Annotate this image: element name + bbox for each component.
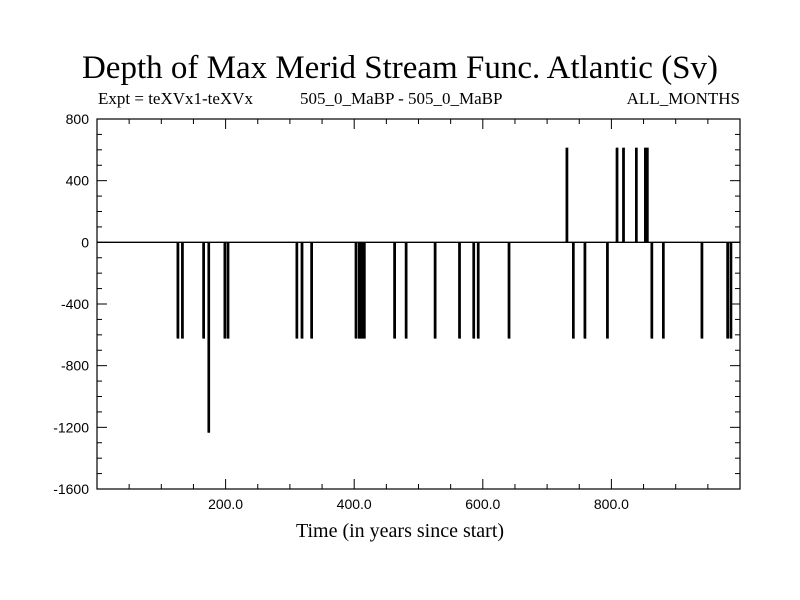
plot-frame: [96, 118, 741, 490]
axis-layer: 800 400 0 -400 -800 -1200 -1600 200.0 400.0 600.0…: [53, 111, 741, 512]
chart-subtitle-range: 505_0_MaBP - 505_0_MaBP: [300, 89, 503, 108]
y-tick-label: 0: [81, 234, 89, 250]
x-tick-label: 400.0: [337, 496, 372, 512]
x-axis-label: Time (in years since start): [295, 520, 505, 542]
series-layer: [96, 147, 741, 433]
y-tick-label: -800: [61, 358, 89, 374]
chart-subtitle-months: ALL_MONTHS: [626, 89, 740, 108]
y-tick-label: 400: [66, 173, 90, 189]
y-tick-label: -1600: [53, 481, 89, 497]
x-tick-label: 800.0: [594, 496, 629, 512]
x-tick-label: 600.0: [465, 496, 500, 512]
y-tick-label: -1200: [53, 419, 89, 435]
series-line: [96, 147, 741, 433]
y-tick-label: 800: [66, 111, 90, 127]
chart-subtitle-expt: Expt = teXVx1-teXVx: [98, 89, 254, 108]
chart-title: Depth of Max Merid Stream Func. Atlantic…: [81, 50, 719, 86]
x-tick-label: 200.0: [208, 496, 243, 512]
y-tick-label: -400: [61, 296, 89, 312]
